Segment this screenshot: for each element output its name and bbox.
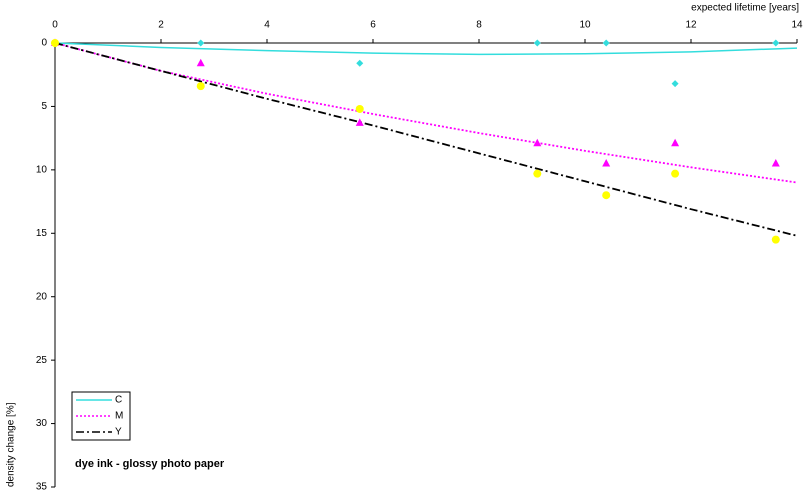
point [671,169,680,178]
point [356,59,364,67]
x-tick-label: 14 [791,20,803,31]
legend-label: M [115,411,123,422]
trend-line [54,42,798,56]
y-tick-label: 15 [36,228,48,239]
x-tick-label: 4 [264,20,270,31]
y-tick-label: 25 [36,355,48,366]
x-tick-label: 10 [579,20,591,31]
y-tick-label: 30 [36,418,48,429]
point [197,39,205,47]
y-tick-label: 5 [41,101,47,112]
point [771,159,780,167]
trend-line [54,42,798,184]
point [671,138,680,147]
point [533,138,542,147]
x-tick-label: 0 [52,20,58,31]
y-axis-title: density change [%] [6,402,17,487]
point [602,159,611,167]
legend-label: Y [115,427,122,438]
x-tick-label: 8 [476,20,482,31]
y-tick-label: 0 [41,38,47,49]
x-tick-label: 2 [158,20,164,31]
point [671,80,679,88]
point [196,58,205,67]
point [196,82,205,91]
y-tick-label: 20 [36,291,48,302]
x-axis-title: expected lifetime [years] [691,3,799,14]
x-tick-label: 6 [370,20,376,31]
y-tick-label: 35 [36,482,48,490]
point [602,39,610,47]
point [51,39,59,47]
legend-label: C [115,395,122,406]
point [533,169,542,178]
point [772,39,780,47]
y-tick-label: 10 [36,164,48,175]
x-tick-label: 12 [685,20,697,31]
point [771,235,780,244]
trend-line [54,42,798,237]
point [355,118,364,126]
point [355,104,364,113]
point [533,39,541,47]
point [602,191,611,200]
annotation: dye ink - glossy photo paper [75,458,225,470]
